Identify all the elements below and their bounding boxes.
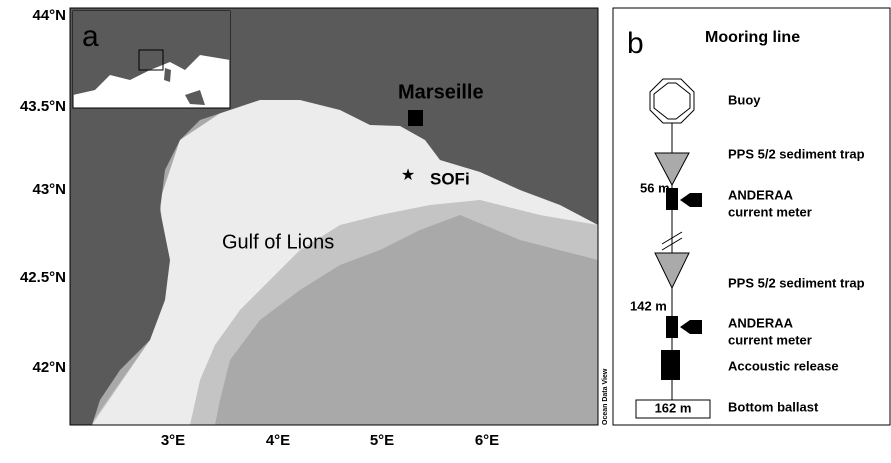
city-marker (408, 110, 423, 126)
lat-label: 42.5°N (20, 269, 66, 286)
panel-label: a (82, 20, 99, 53)
item-label: Bottom ballast (728, 399, 819, 414)
item-label: Accoustic release (728, 358, 839, 373)
mooring-panel: b Mooring line 56 m 142 m 162 m Buoy PPS … (612, 7, 891, 426)
land (70, 8, 598, 425)
map-frame (69, 7, 599, 426)
meter-vane (680, 193, 702, 207)
item-label: Buoy (728, 92, 761, 107)
inset: a (72, 10, 231, 109)
panel-frame (612, 7, 891, 426)
credit: Ocean Data View (602, 368, 609, 425)
shelf-light (92, 100, 598, 425)
meter (666, 316, 678, 338)
item-label: ANDERAA (728, 315, 794, 330)
depth: 142 m (630, 298, 667, 313)
lon-label: 6°E (475, 432, 499, 449)
lat-label: 44°N (32, 7, 66, 24)
title: Mooring line (705, 29, 800, 46)
ballast (635, 399, 711, 419)
break (661, 231, 683, 245)
sea-label: Gulf of Lions (222, 231, 334, 253)
trap (654, 152, 690, 187)
depth: 162 m (655, 400, 692, 415)
panel-label: b (627, 27, 644, 60)
item-label: current meter (728, 204, 812, 219)
city-label: Marseille (398, 81, 484, 103)
item-label: PPS 5/2 sediment trap (728, 275, 865, 290)
lon-label: 5°E (370, 432, 394, 449)
lat-label: 43.5°N (20, 98, 66, 115)
item-label: PPS 5/2 sediment trap (728, 146, 865, 161)
lat-label: 42°N (32, 359, 66, 376)
meter-vane (680, 320, 702, 334)
release (661, 350, 680, 380)
buoy (649, 78, 695, 124)
break (661, 237, 683, 251)
lat-label: 43°N (32, 181, 66, 198)
map-panel: a Marseille ★ SOFi Gulf of Lions Ocean D… (20, 7, 609, 449)
depth: 56 m (640, 180, 670, 195)
trap (654, 252, 690, 290)
item-label: current meter (728, 332, 812, 347)
lon-label: 3°E (161, 432, 185, 449)
lon-label: 4°E (266, 432, 290, 449)
station-label: SOFi (430, 169, 470, 188)
buoy-inner (653, 82, 691, 120)
item-label: ANDERAA (728, 187, 794, 202)
meter (666, 188, 678, 210)
station-marker: ★ (401, 167, 415, 184)
